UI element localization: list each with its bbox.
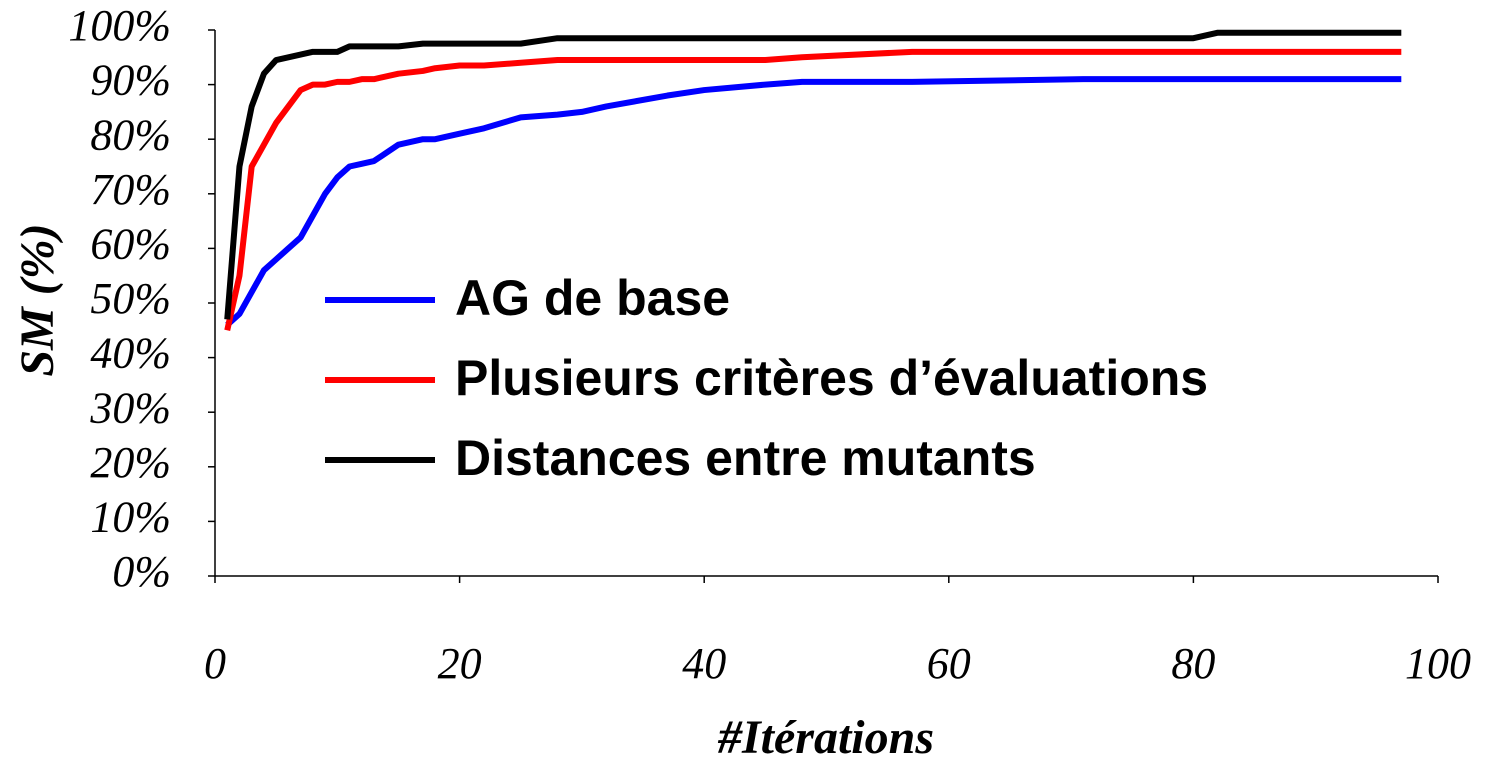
legend-label: Distances entre mutants: [455, 430, 1036, 486]
x-tick-label: 40: [682, 639, 726, 688]
y-tick-label: 90%: [90, 56, 171, 105]
x-tick-label: 20: [438, 639, 482, 688]
line: [224, 48, 1402, 331]
x-tick-label: 0: [204, 639, 226, 688]
y-tick-label: 30%: [89, 383, 171, 432]
y-tick-label: 80%: [90, 110, 171, 159]
y-tick-label: 10%: [90, 492, 171, 541]
y-tick-label: 70%: [90, 165, 171, 214]
y-tick-label: 20%: [90, 438, 171, 487]
y-axis-label: SM (%): [11, 223, 64, 376]
y-tick-label: 50%: [90, 274, 171, 323]
line: [225, 76, 1402, 328]
line: [224, 29, 1402, 320]
x-tick-label: 60: [927, 639, 971, 688]
x-tick-label: 100: [1405, 639, 1471, 688]
x-tick-label: 80: [1171, 639, 1215, 688]
legend-label: Plusieurs critères d’évaluations: [455, 350, 1208, 406]
x-axis-label: #Itérations: [717, 711, 934, 764]
y-tick-label: 100%: [68, 1, 171, 50]
legend-label: AG de base: [455, 270, 730, 326]
y-tick-label: 40%: [90, 329, 171, 378]
y-tick-label: 0%: [112, 547, 171, 596]
y-tick-label: 60%: [90, 219, 171, 268]
